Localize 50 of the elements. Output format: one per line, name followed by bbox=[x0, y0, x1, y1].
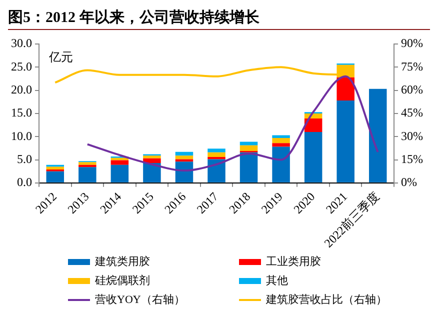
y-tick-label: 0.0 bbox=[17, 175, 32, 190]
legend-label: 建筑胶营收占比（右轴） bbox=[266, 292, 387, 307]
bar bbox=[208, 156, 226, 160]
bar bbox=[272, 135, 290, 138]
bar bbox=[208, 148, 226, 152]
bar bbox=[143, 162, 161, 182]
y2-tick-label: 75% bbox=[401, 59, 424, 74]
bar bbox=[208, 152, 226, 157]
legend-label: 其他 bbox=[266, 274, 288, 288]
y2-tick-label: 15% bbox=[401, 152, 424, 166]
bar bbox=[78, 162, 96, 165]
bar bbox=[110, 164, 129, 182]
legend-label: 工业类用胶 bbox=[266, 254, 321, 269]
bar bbox=[46, 171, 64, 182]
bar bbox=[208, 159, 226, 182]
bar bbox=[78, 167, 96, 182]
bar bbox=[272, 138, 290, 144]
line-series bbox=[86, 75, 379, 172]
chart-title: 图5：2012 年以来，公司营收持续增长 bbox=[8, 8, 430, 30]
legend-label: 硅烷偶联剂 bbox=[95, 274, 150, 288]
bar bbox=[272, 143, 290, 147]
y-tick-label: 15.0 bbox=[11, 106, 32, 120]
y2-tick-label: 30% bbox=[401, 128, 424, 143]
bar bbox=[240, 142, 258, 146]
bar bbox=[240, 152, 258, 182]
y-tick-label: 5.0 bbox=[17, 152, 32, 166]
y-tick-label: 10.0 bbox=[11, 128, 32, 143]
y2-tick-label: 60% bbox=[401, 82, 424, 96]
bar bbox=[46, 166, 64, 170]
bar bbox=[143, 156, 161, 158]
bar bbox=[143, 158, 161, 163]
bar bbox=[175, 156, 194, 160]
bar bbox=[304, 118, 322, 132]
bar bbox=[110, 160, 129, 165]
y2-tick-label: 90% bbox=[401, 36, 424, 50]
bar bbox=[272, 146, 290, 182]
y-tick-label: 20.0 bbox=[11, 82, 32, 96]
legend-label: 建筑类用胶 bbox=[95, 254, 150, 269]
y-tick-label: 30.0 bbox=[11, 36, 32, 50]
annotation: 亿元 bbox=[48, 50, 73, 64]
bar bbox=[336, 100, 354, 182]
legend-label: 营收YOY（右轴） bbox=[95, 293, 185, 307]
bar bbox=[240, 145, 258, 151]
y2-tick-label: 0% bbox=[401, 175, 418, 190]
bar bbox=[175, 152, 194, 156]
bar bbox=[368, 88, 387, 182]
bar bbox=[336, 77, 354, 100]
y2-tick-label: 45% bbox=[401, 106, 424, 120]
y-tick-label: 25.0 bbox=[11, 59, 32, 74]
bar bbox=[304, 132, 322, 182]
